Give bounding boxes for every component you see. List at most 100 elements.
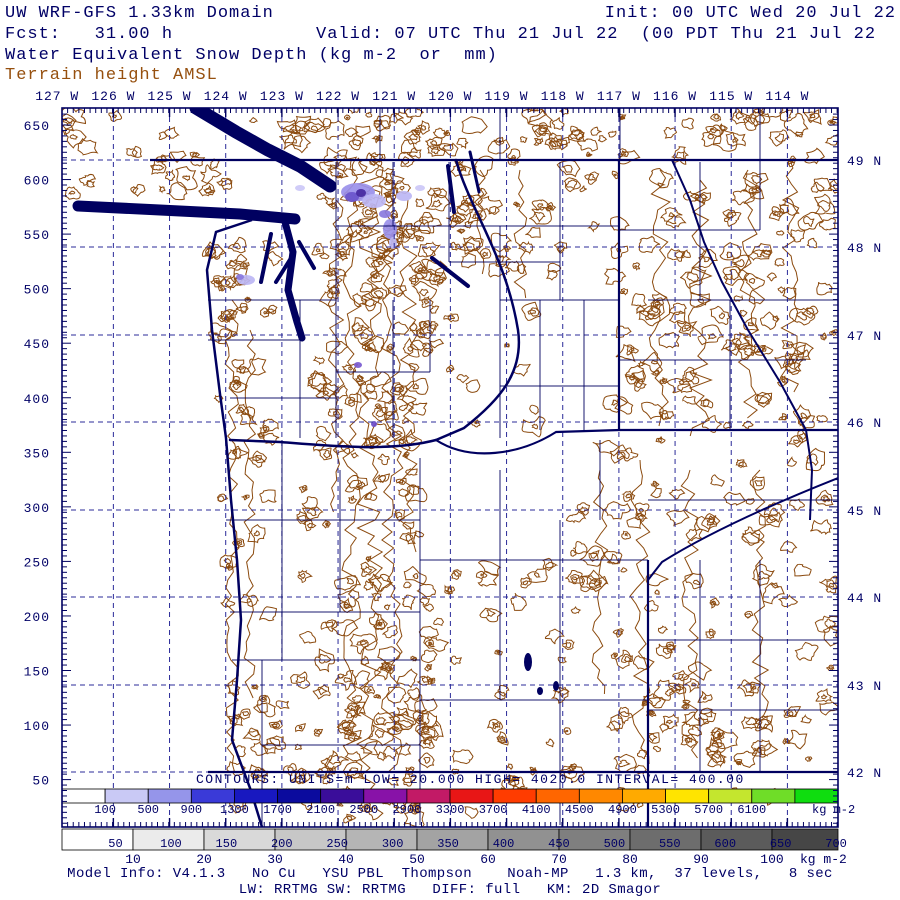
snow-colorbar-tick-label: 500	[137, 803, 159, 817]
axis-ticks	[61, 108, 838, 827]
coast-and-state-borders	[150, 158, 838, 827]
longitude-label: 125 W	[148, 89, 192, 104]
model-info-line1: Model Info: V4.1.3 No Cu YSU PBL Thompso…	[67, 866, 833, 882]
snow-colorbar-unit: kg m-2	[812, 803, 855, 817]
model-info-line2: LW: RRTMG SW: RRTMG DIFF: full KM: 2D Sm…	[238, 882, 662, 898]
terrain-bar-label: 100	[160, 837, 182, 851]
terrain-bar-label: 150	[216, 837, 238, 851]
snow-colorbar-tick-label: 2100	[306, 803, 335, 817]
snow-colorbar-tick-label: 1700	[263, 803, 292, 817]
terrain-scale-label: 20	[196, 852, 212, 867]
longitude-label: 118 W	[541, 89, 585, 104]
gridpoint-label: 400	[24, 392, 50, 407]
longitude-label: 124 W	[204, 89, 248, 104]
terrain-scale-label: 80	[622, 852, 638, 867]
snow-colorbar-tick-label: 6100	[737, 803, 766, 817]
gridpoint-label: 450	[24, 337, 50, 352]
longitude-label: 127 W	[35, 89, 79, 104]
longitude-label: 119 W	[485, 89, 529, 104]
snow-colorbar-tick-label: 900	[181, 803, 203, 817]
terrain-scale-unit: kg m-2	[800, 852, 847, 867]
terrain-scale-label: 10	[125, 852, 141, 867]
left-axis-gridpoint-labels: 650 600 550 500 450 400 350 300 250 200 150 100 50	[24, 119, 50, 789]
terrain-colorbar: 50 100 150 200 250 300 350 400 450 500 550 600 650 70…	[61, 828, 847, 867]
longitude-label: 117 W	[597, 89, 641, 104]
snow-colorbar-tick-label: 4500	[565, 803, 594, 817]
longitude-label: 123 W	[260, 89, 304, 104]
longitude-label: 115 W	[709, 89, 753, 104]
latitude-label: 42 N	[847, 766, 882, 781]
forecast-hour-label: Fcst: 31.00 h	[5, 25, 174, 44]
terrain-scale-label: 30	[267, 852, 283, 867]
snow-colorbar-tick-label: 3700	[479, 803, 508, 817]
gridpoint-label: 650	[24, 119, 50, 134]
snow-colorbar-tick-label: 5300	[651, 803, 680, 817]
map-interior: CONTOURS: UNITS=m LOW= 20.000 HIGH= 4020…	[62, 108, 838, 827]
terrain-bar-label: 300	[382, 837, 404, 851]
terrain-bar-label: 450	[548, 837, 570, 851]
gridpoint-label: 50	[32, 774, 50, 789]
longitude-label: 122 W	[316, 89, 360, 104]
terrain-bar-label: 200	[271, 837, 293, 851]
terrain-scale-label: 50	[409, 852, 425, 867]
terrain-scale-label: 60	[480, 852, 496, 867]
gridpoint-label: 350	[24, 446, 50, 461]
terrain-bar-label: 350	[437, 837, 459, 851]
gridpoint-label: 300	[24, 501, 50, 516]
gridpoint-label: 200	[24, 610, 50, 625]
gridpoint-label: 600	[24, 174, 50, 189]
terrain-bar-label: 700	[825, 837, 847, 851]
county-borders	[208, 108, 838, 825]
terrain-scale-label: 100	[760, 852, 783, 867]
snow-colorbar-tick-label: 2500	[349, 803, 378, 817]
terrain-bar-label: 400	[493, 837, 515, 851]
top-axis-longitude-labels: 127 W 126 W 125 W 124 W 123 W 122 W 121 W 120 W…	[35, 89, 809, 104]
terrain-scale-label: 90	[693, 852, 709, 867]
model-domain-title: UW WRF-GFS 1.33km Domain	[5, 4, 274, 23]
latitude-label: 45 N	[847, 504, 882, 519]
contour-info-note: CONTOURS: UNITS=m LOW= 20.000 HIGH= 4020…	[196, 772, 745, 787]
terrain-bar-label: 550	[659, 837, 681, 851]
overlay-name-label: Terrain height AMSL	[5, 66, 218, 85]
longitude-label: 116 W	[653, 89, 697, 104]
snow-colorbar-tick-label: 100	[94, 803, 116, 817]
terrain-bar-label: 600	[714, 837, 736, 851]
snow-colorbar-tick-label: 4900	[608, 803, 637, 817]
latitude-label: 48 N	[847, 241, 882, 256]
terrain-bar-label: 500	[604, 837, 626, 851]
terrain-bar-label: 50	[108, 837, 122, 851]
valid-time-label: Valid: 07 UTC Thu 21 Jul 22 (00 PDT Thu …	[316, 25, 900, 44]
snow-depth-patches	[236, 183, 425, 427]
latitude-label: 44 N	[847, 591, 882, 606]
gridpoint-label: 250	[24, 555, 50, 570]
latitude-label: 43 N	[847, 679, 882, 694]
right-axis-latitude-labels: 49 N 48 N 47 N 46 N 45 N 44 N 43 N 42 N	[847, 154, 882, 781]
longitude-label: 121 W	[372, 89, 416, 104]
gridpoint-label: 150	[24, 665, 50, 680]
terrain-scale-label: 40	[338, 852, 354, 867]
gridpoint-label: 550	[24, 228, 50, 243]
snow-colorbar-tick-label: 1300	[220, 803, 249, 817]
snow-colorbar-tick-label: 3300	[436, 803, 465, 817]
snow-colorbar: 100 500 900 1300 1700 2100 2500 2900 3300 3700 410…	[61, 788, 855, 817]
latitude-label: 46 N	[847, 416, 882, 431]
field-name-label: Water Equivalent Snow Depth (kg m-2 or m…	[5, 46, 498, 65]
lat-lon-graticule	[62, 108, 838, 827]
longitude-label: 120 W	[428, 89, 472, 104]
latitude-label: 49 N	[847, 154, 882, 169]
gridpoint-label: 100	[24, 719, 50, 734]
terrain-bar-label: 250	[326, 837, 348, 851]
snow-colorbar-tick-label: 4100	[522, 803, 551, 817]
water-features	[72, 108, 838, 695]
terrain-scale-label: 70	[551, 852, 567, 867]
snow-colorbar-tick-label: 5700	[694, 803, 723, 817]
longitude-label: 114 W	[765, 89, 809, 104]
latitude-label: 47 N	[847, 329, 882, 344]
init-time-label: Init: 00 UTC Wed 20 Jul 22	[604, 4, 896, 23]
gridpoint-label: 500	[24, 283, 50, 298]
longitude-label: 126 W	[91, 89, 135, 104]
snow-colorbar-tick-label: 2900	[392, 803, 421, 817]
terrain-bar-label: 650	[770, 837, 792, 851]
